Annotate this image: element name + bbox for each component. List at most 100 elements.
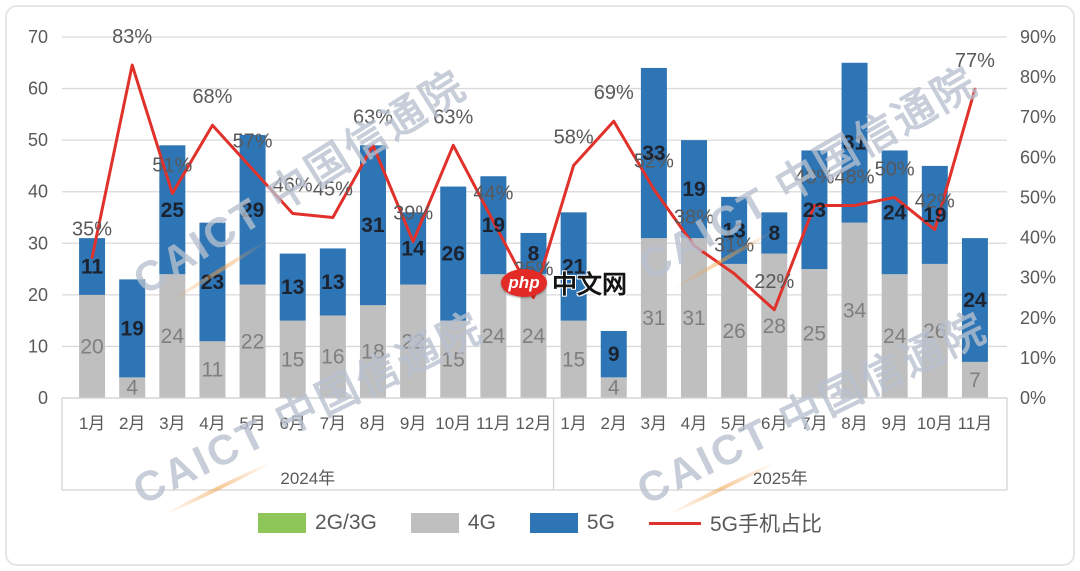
bar-value-5g: 19 — [482, 214, 505, 237]
right-axis-tick: 80% — [1020, 67, 1056, 87]
line-point-label: 63% — [353, 106, 393, 128]
bar-value-4g: 18 — [361, 341, 384, 364]
bar-value-4g: 20 — [80, 335, 103, 358]
month-tick-label: 6月 — [761, 414, 787, 433]
right-axis-tick: 50% — [1020, 187, 1056, 207]
bar-value-5g: 19 — [121, 317, 144, 340]
bar-segment-4g — [359, 305, 386, 398]
bar-value-5g: 29 — [241, 199, 264, 222]
bar-value-4g: 7 — [969, 369, 981, 392]
legend-item-5g-share: 5G手机占比 — [648, 508, 822, 538]
bar-segment-4g — [801, 269, 828, 398]
left-axis-tick: 50 — [28, 130, 48, 150]
line-point-label: 46% — [273, 174, 313, 196]
left-axis-tick: 0 — [38, 388, 48, 408]
line-point-label: 45% — [313, 179, 353, 201]
bar-segment-4g — [841, 222, 868, 398]
month-tick-label: 6月 — [279, 414, 305, 433]
month-tick-label: 4月 — [199, 414, 225, 433]
legend-line-swatch — [648, 521, 701, 525]
bar-value-4g: 4 — [126, 377, 138, 400]
bar-segment-5g — [600, 330, 627, 378]
bar-segment-4g — [881, 274, 908, 398]
bar-segment-4g — [119, 377, 146, 398]
bar-value-5g: 14 — [401, 237, 425, 260]
legend-label: 5G — [586, 511, 615, 534]
bar-value-5g: 19 — [682, 178, 705, 201]
bar-value-4g: 34 — [843, 299, 867, 322]
bar-value-4g: 15 — [562, 348, 585, 371]
bar-value-4g: 26 — [923, 320, 946, 343]
right-axis-tick: 0% — [1020, 388, 1046, 408]
legend-label: 2G/3G — [315, 511, 377, 534]
bar-segment-5g — [279, 253, 306, 321]
bar-segment-5g — [881, 150, 908, 275]
legend-label: 5G手机占比 — [709, 513, 822, 536]
bar-value-5g: 24 — [963, 289, 987, 312]
bar-value-4g: 31 — [682, 307, 705, 330]
line-point-label: 83% — [112, 26, 152, 48]
legend-item-2g3g: 2G/3G — [258, 511, 377, 535]
bar-value-5g: 33 — [642, 142, 665, 165]
right-axis-tick: 60% — [1020, 147, 1056, 167]
bar-value-4g: 11 — [202, 359, 224, 382]
line-point-label: 22% — [754, 271, 794, 293]
bar-value-5g: 21 — [562, 255, 586, 278]
bar-value-5g: 25 — [161, 199, 185, 222]
line-point-label: 77% — [955, 50, 995, 72]
line-point-label: 63% — [433, 106, 473, 128]
month-tick-label: 5月 — [239, 414, 265, 433]
right-axis-tick: 10% — [1020, 348, 1056, 368]
bar-segment-5g — [119, 279, 146, 378]
left-axis-tick: 20 — [28, 285, 48, 305]
bar-segment-4g — [640, 238, 667, 398]
line-point-label: 48% — [835, 166, 875, 188]
bar-segment-4g — [199, 341, 226, 398]
month-tick-label: 12月 — [516, 414, 552, 433]
bar-value-4g: 26 — [722, 320, 745, 343]
month-tick-label: 9月 — [400, 414, 426, 433]
bar-value-4g: 24 — [883, 325, 907, 348]
month-tick-label: 7月 — [320, 414, 346, 433]
bar-value-5g: 8 — [768, 222, 780, 245]
legend-item-5g: 5G — [529, 511, 615, 535]
bar-segment-5g — [359, 145, 386, 306]
bar-segment-5g — [841, 62, 868, 223]
bar-value-4g: 24 — [161, 325, 185, 348]
month-tick-label: 1月 — [560, 414, 586, 433]
month-tick-label: 11月 — [476, 414, 511, 433]
bar-value-4g: 15 — [442, 348, 465, 371]
month-tick-label: 4月 — [681, 414, 707, 433]
bar-value-4g: 28 — [763, 315, 786, 338]
month-tick-label: 1月 — [79, 414, 105, 433]
month-tick-label: 9月 — [881, 414, 907, 433]
bar-value-4g: 24 — [522, 325, 546, 348]
bar-segment-5g — [801, 150, 828, 270]
bar-value-5g: 9 — [608, 343, 620, 366]
line-point-label: 44% — [473, 183, 513, 205]
bar-value-5g: 13 — [281, 276, 304, 299]
bar-segment-5g — [480, 176, 507, 275]
legend-swatch-4g — [410, 513, 459, 533]
line-point-label: 52% — [634, 150, 674, 172]
bar-value-5g: 31 — [843, 132, 867, 155]
bar-value-5g: 24 — [883, 201, 907, 224]
month-tick-label: 8月 — [841, 414, 867, 433]
line-point-label: 38% — [674, 207, 714, 229]
bar-segment-4g — [921, 263, 948, 398]
left-axis-tick: 30 — [28, 233, 48, 253]
bar-value-5g: 19 — [923, 204, 946, 227]
bar-segment-4g — [279, 320, 306, 398]
bar-segment-4g — [480, 274, 507, 398]
line-point-label: 48% — [794, 166, 834, 188]
chart-legend: 2G/3G 4G 5G 5G手机占比 — [0, 508, 1080, 538]
php-logo-text: 中文网 — [552, 271, 628, 299]
bar-value-5g: 23 — [201, 271, 224, 294]
month-tick-label: 10月 — [435, 414, 471, 433]
bar-value-4g: 31 — [642, 307, 665, 330]
5g-share-line — [90, 63, 977, 312]
bar-value-4g: 25 — [803, 323, 826, 346]
left-axis-tick: 10 — [28, 336, 48, 356]
